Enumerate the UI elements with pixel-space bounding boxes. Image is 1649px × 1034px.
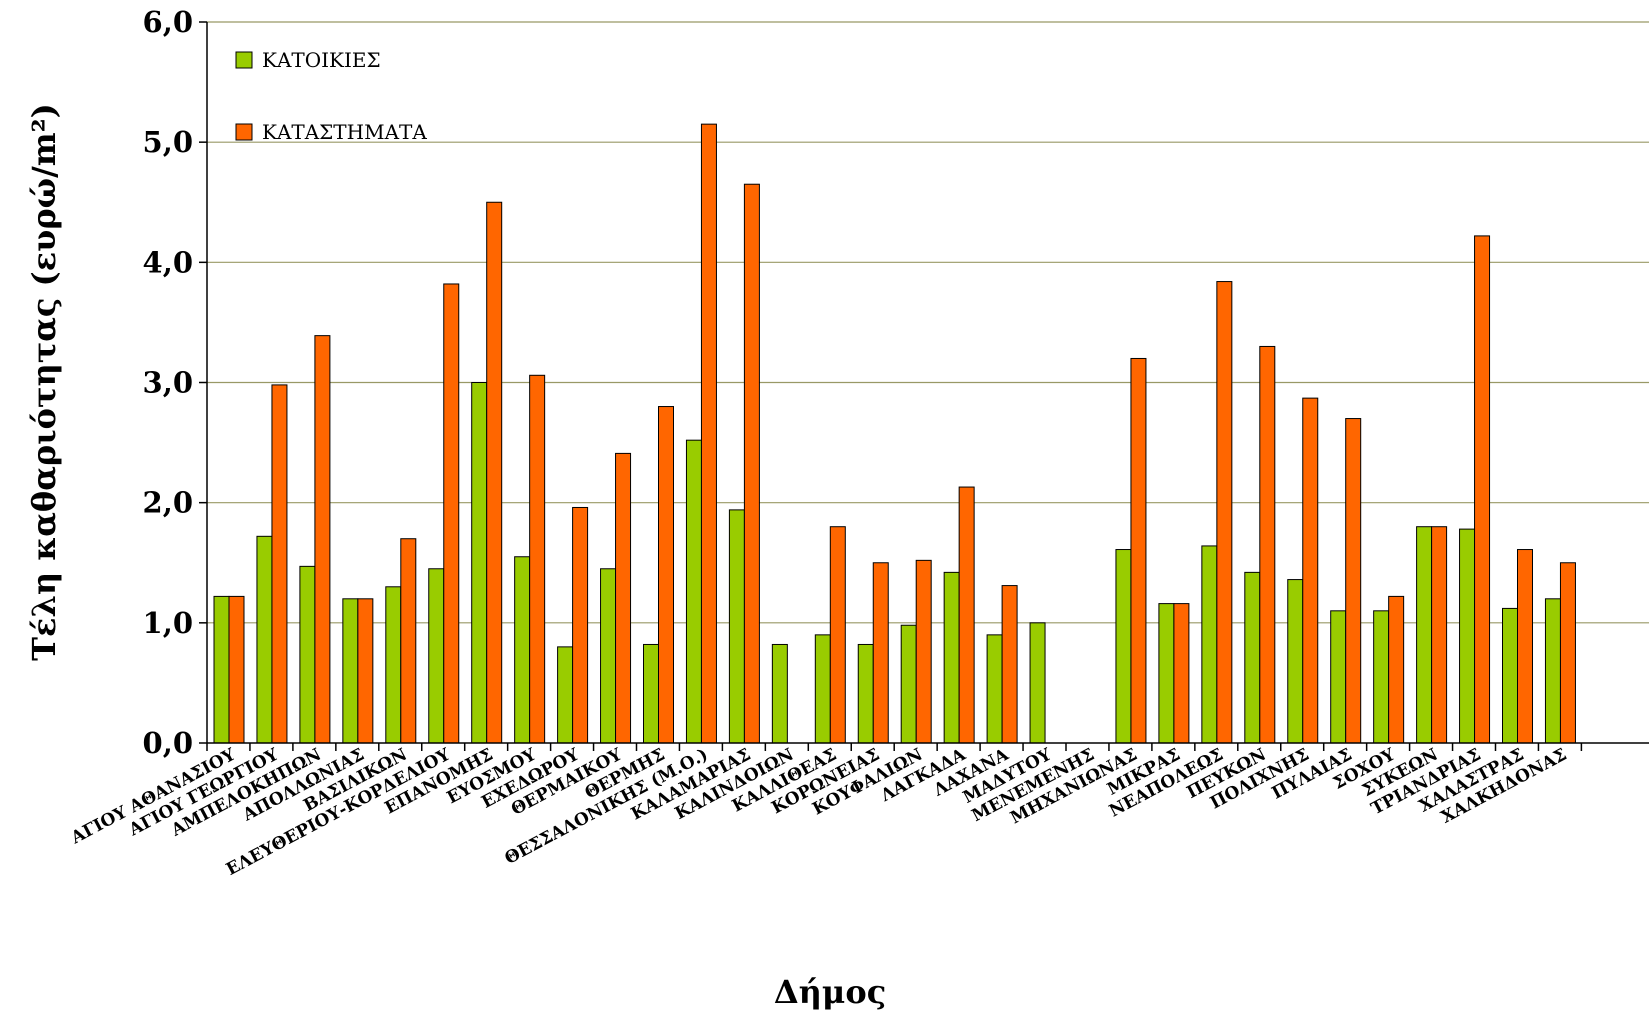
bar-commercial	[915, 559, 932, 744]
bar-commercial	[486, 201, 503, 744]
bar-commercial	[1173, 603, 1190, 744]
bar-commercial	[1216, 281, 1233, 744]
bar-residential	[1244, 571, 1261, 744]
bar-commercial	[1130, 357, 1147, 744]
x-axis-title: Δήμος	[774, 973, 886, 1011]
bar-commercial	[529, 374, 546, 744]
bar-residential	[857, 643, 874, 744]
bar-commercial	[1345, 418, 1362, 744]
bar-residential	[256, 535, 273, 744]
bars	[213, 123, 1576, 744]
bar-residential	[1115, 549, 1132, 744]
y-tick-label: 4,0	[143, 245, 193, 279]
bar-commercial	[1001, 585, 1018, 744]
y-axis-title: Τέλη καθαριότητας (ευρώ/m²)	[25, 103, 63, 661]
y-tick-label: 1,0	[143, 606, 193, 640]
bar-commercial	[314, 335, 331, 744]
bar-residential	[1201, 545, 1218, 744]
bar-residential	[428, 568, 445, 744]
bar-commercial	[1517, 549, 1533, 744]
bar-commercial	[572, 506, 589, 744]
bar-residential	[1330, 610, 1347, 744]
bar-commercial	[700, 123, 717, 744]
bar-residential	[1459, 528, 1476, 744]
bar-commercial	[443, 283, 460, 744]
bar-residential	[557, 646, 574, 744]
bar-residential	[342, 598, 359, 744]
bar-residential	[943, 571, 960, 744]
bar-residential	[1373, 610, 1390, 744]
bar-residential	[385, 586, 402, 744]
bar-residential	[1502, 607, 1518, 744]
bar-commercial	[1388, 595, 1405, 744]
y-tick-label: 5,0	[143, 125, 193, 159]
bar-residential	[213, 595, 230, 744]
legend-label: ΚΑΤΟΙΚΙΕΣ	[262, 48, 381, 72]
bar-commercial	[1559, 562, 1576, 744]
bar-residential	[643, 643, 659, 744]
bar-commercial	[357, 598, 374, 744]
bar-residential	[1544, 598, 1561, 744]
bar-residential	[814, 634, 831, 744]
bar-residential	[1029, 622, 1046, 744]
bar-commercial	[872, 562, 889, 744]
bar-commercial	[658, 406, 674, 744]
legend: ΚΑΤΟΙΚΙΕΣ ΚΑΤΑΣΤΗΜΑΤΑ	[235, 48, 427, 144]
y-tick-label: 6,0	[143, 5, 193, 39]
legend-label: ΚΑΤΑΣΤΗΜΑΤΑ	[262, 120, 427, 144]
bar-commercial	[829, 526, 846, 744]
bar-commercial	[615, 452, 632, 744]
bar-residential	[1158, 603, 1175, 744]
bar-residential	[986, 634, 1003, 744]
bar-commercial	[958, 486, 975, 744]
bar-residential	[299, 565, 316, 744]
y-tick-label: 3,0	[143, 366, 193, 400]
bar-commercial	[400, 538, 417, 744]
bar-residential	[685, 439, 702, 744]
bar-commercial	[1259, 345, 1276, 744]
bar-residential	[514, 556, 531, 744]
y-tick-label: 0,0	[143, 726, 193, 760]
bar-residential	[471, 382, 488, 744]
bar-residential	[1287, 579, 1304, 744]
legend-swatch	[235, 51, 253, 69]
bar-commercial	[1431, 526, 1448, 744]
y-tick-labels: 0,0 1,0 2,0 3,0 4,0 5,0 6,0	[143, 5, 193, 760]
axes	[206, 22, 1649, 744]
bar-commercial	[1474, 235, 1491, 744]
bar-residential	[600, 568, 617, 744]
bar-commercial	[743, 183, 760, 744]
bar-commercial	[1302, 397, 1319, 744]
bar-commercial	[228, 595, 245, 744]
bar-residential	[771, 643, 788, 744]
legend-swatch	[235, 123, 253, 141]
bar-residential	[728, 509, 745, 744]
y-tick-label: 2,0	[143, 486, 193, 520]
bar-commercial	[271, 384, 288, 744]
bar-residential	[1416, 526, 1433, 744]
bar-residential	[900, 624, 917, 744]
